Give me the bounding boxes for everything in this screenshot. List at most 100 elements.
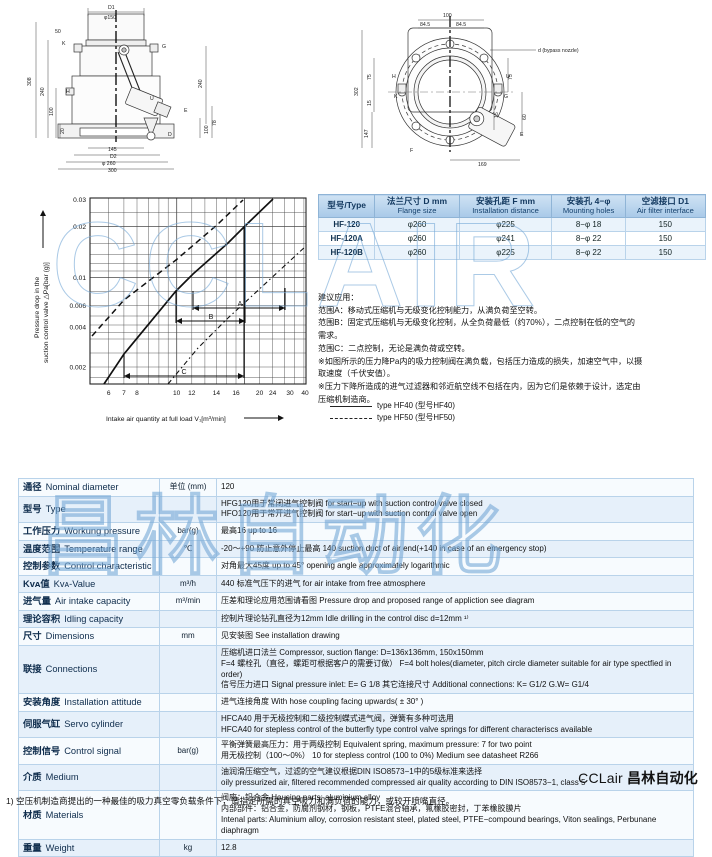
spec-value: 最高16 up to 16 — [216, 522, 694, 541]
svg-text:E: E — [520, 132, 524, 138]
cell-air-filter: 150 — [624, 231, 707, 247]
table-row: 控制参数 Control characteristic 对角最大45度 up to… — [18, 557, 694, 576]
svg-text:20: 20 — [60, 128, 66, 134]
cell-type: HF-120 — [317, 217, 376, 233]
brand-chinese: 昌林自动化 — [627, 770, 698, 786]
cell-installation-distance: φ241 — [458, 231, 553, 247]
spec-value: 对角最大45度 up to 45° opening angle approxim… — [216, 557, 694, 576]
svg-text:F: F — [410, 148, 413, 154]
cell-mounting-holes: 8−φ 18 — [551, 217, 626, 233]
svg-text:40: 40 — [301, 390, 309, 397]
svg-text:14: 14 — [213, 390, 221, 397]
type-table-th-type: 型号/Type — [317, 193, 376, 219]
table-row: HF-120A φ260 φ241 8−φ 22 150 — [317, 231, 707, 247]
svg-text:10: 10 — [173, 390, 181, 397]
cell-installation-distance: φ225 — [458, 245, 553, 261]
spec-unit — [159, 495, 217, 524]
svg-text:7: 7 — [122, 390, 126, 397]
notes-line: 范围C：二点控制，无论是满负荷或空转。 — [318, 343, 470, 353]
cell-flange: φ260 — [374, 245, 460, 261]
table-row: 安装角度 Installation attitude 进气连接角度 With ho… — [18, 693, 694, 712]
spec-value: 平衡弹簧最高压力：用于两级控制 Equivalent spring, maxim… — [216, 737, 694, 765]
table-row: 介质 Medium 油润滑压缩空气，过滤的空气建议根据DIN ISO8573−1中… — [18, 763, 694, 792]
page-footnote: 1) 空压机制造商提出的一种最佳的吸力真空零负载条件下，请指定所需的真空吸力和满… — [6, 796, 455, 806]
notes-line: 范围B：固定式压缩机与无级变化控制，从全负荷最低（约70%），二点控制在低的空气… — [318, 318, 636, 328]
svg-text:H: H — [392, 74, 396, 80]
spec-label: 安装角度 Installation attitude — [18, 693, 160, 712]
spec-label: 温度范围 Temperature range — [18, 539, 160, 559]
cell-type: HF-120A — [317, 231, 376, 247]
type-specification-table: 型号/Type 法兰尺寸 D mm Flange size 安装孔距 F mm … — [317, 193, 707, 261]
table-row: Kᴠᴀ值 Kᴠᴀ-Value m³/h 440 标准气压下的进气 for air … — [18, 574, 694, 594]
spec-unit: bar(g) — [159, 737, 217, 765]
notes-line: 需求。 — [318, 331, 343, 341]
application-notes: 建议应用： 范围A：移动式压缩机与无级变化控制能力，从满负荷至空转。 范围B：固… — [318, 292, 710, 407]
type-table-th-filter: 空滤接口 D1 Air filter interface — [624, 193, 707, 219]
spec-unit: 单位 (mm) — [159, 478, 217, 497]
notes-heading: 建议应用： — [318, 293, 359, 302]
spec-label: 重量 Weight — [18, 838, 160, 857]
notes-line: 取速度（千伏安值）。 — [318, 369, 395, 379]
plan-view: 100 84.5 84.5 302 75 15 147 75 15 60 169… — [354, 13, 579, 168]
svg-text:145: 145 — [108, 147, 117, 153]
notes-line: 压缩机制造商。 — [318, 394, 375, 404]
svg-text:Intake air quantity at full lo: Intake air quantity at full load V₁[m³/m… — [106, 416, 226, 423]
series-hf50 — [91, 199, 244, 337]
spec-value: 12.8 — [216, 838, 694, 857]
spec-value: 控制片理论钻孔直径为12mm Idle drilling in the cont… — [216, 609, 694, 629]
svg-text:G: G — [162, 44, 166, 50]
cell-mounting-holes: 8−φ 22 — [551, 231, 626, 247]
table-row: 尺寸 Dimensions mm 见安装图 See installation dr… — [18, 627, 694, 646]
spec-label: 型号 Type — [18, 495, 160, 524]
chart-yticklabels: 0.002 0.004 0.006 0.01 0.02 0.03 — [69, 197, 86, 372]
table-row: 控制信号 Control signal bar(g) 平衡弹簧最高压力：用于两级控… — [18, 737, 694, 765]
svg-text:78: 78 — [212, 120, 218, 126]
svg-text:0.03: 0.03 — [73, 197, 86, 204]
svg-text:100: 100 — [49, 107, 55, 116]
svg-text:169: 169 — [478, 162, 487, 168]
svg-text:100: 100 — [443, 13, 452, 19]
chart-xticklabels: 6 7 8 10 12 14 16 20 24 30 40 — [107, 390, 309, 397]
type-table-th-flange: 法兰尺寸 D mm Flange size — [374, 193, 460, 219]
svg-text:20: 20 — [256, 390, 264, 397]
svg-text:240: 240 — [198, 79, 204, 88]
range-label-b: B — [209, 314, 214, 321]
svg-text:U: U — [506, 74, 510, 80]
chart-legend: type HF40 (型号HF40) type HF50 (型号HF50) — [330, 400, 630, 425]
pressure-drop-chart: A B C 6 7 8 10 — [28, 188, 320, 438]
spec-unit — [159, 644, 217, 695]
svg-text:300: 300 — [108, 168, 117, 174]
table-row: 型号 Type HFG120用于常闭进气控制阀 for start−up with… — [18, 495, 694, 524]
table-row: 进气量 Air intake capacity m³/min 压差和理论应用范围请… — [18, 592, 694, 611]
svg-text:0.002: 0.002 — [69, 365, 86, 372]
svg-text:K: K — [62, 41, 66, 47]
spec-label: 介质 Medium — [18, 763, 160, 792]
svg-text:d (bypass nozzle): d (bypass nozzle) — [538, 48, 579, 54]
svg-text:0.01: 0.01 — [73, 275, 86, 282]
legend-item-hf50: type HF50 (型号HF50) — [330, 412, 630, 424]
spec-unit — [159, 609, 217, 629]
svg-text:100: 100 — [204, 125, 210, 134]
notes-line: 范围A：移动式压缩机与无级变化控制能力，从满负荷至空转。 — [318, 305, 542, 315]
spec-unit: kg — [159, 838, 217, 857]
datasheet-page: D1 φ150 50 308 240 100 20 145 D2 φ 260 3… — [6, 5, 710, 857]
chart-plot-frame — [89, 197, 307, 385]
spec-unit — [159, 763, 217, 792]
cell-air-filter: 150 — [624, 217, 707, 233]
chart-xlabel: Intake air quantity at full load V₁[m³/m… — [106, 415, 284, 423]
cell-mounting-holes: 8−φ 22 — [551, 245, 626, 261]
cell-flange: φ260 — [374, 217, 460, 233]
notes-line: ※压力下降所造成的进气过滤器和邻近航空线不包括在内，因为它们是依赖于设计，选定由 — [318, 382, 641, 392]
spec-value: HFG120用于常闭进气控制阀 for start−up with suctio… — [216, 495, 694, 524]
svg-text:U: U — [150, 96, 154, 102]
chart-ylabel: Pressure drop in the suction control val… — [34, 210, 50, 363]
type-table-header-row: 型号/Type 法兰尺寸 D mm Flange size 安装孔距 F mm … — [317, 193, 707, 219]
svg-text:308: 308 — [27, 77, 33, 86]
spec-label: 联接 Connections — [18, 644, 160, 695]
svg-text:75: 75 — [367, 74, 373, 80]
spec-label: 通径 Nominal diameter — [18, 478, 160, 497]
spec-label: 控制参数 Control characteristic — [18, 557, 160, 576]
spec-label: 工作压力 Workung pressure — [18, 522, 160, 541]
spec-unit — [159, 710, 217, 739]
svg-text:0.02: 0.02 — [73, 224, 86, 231]
